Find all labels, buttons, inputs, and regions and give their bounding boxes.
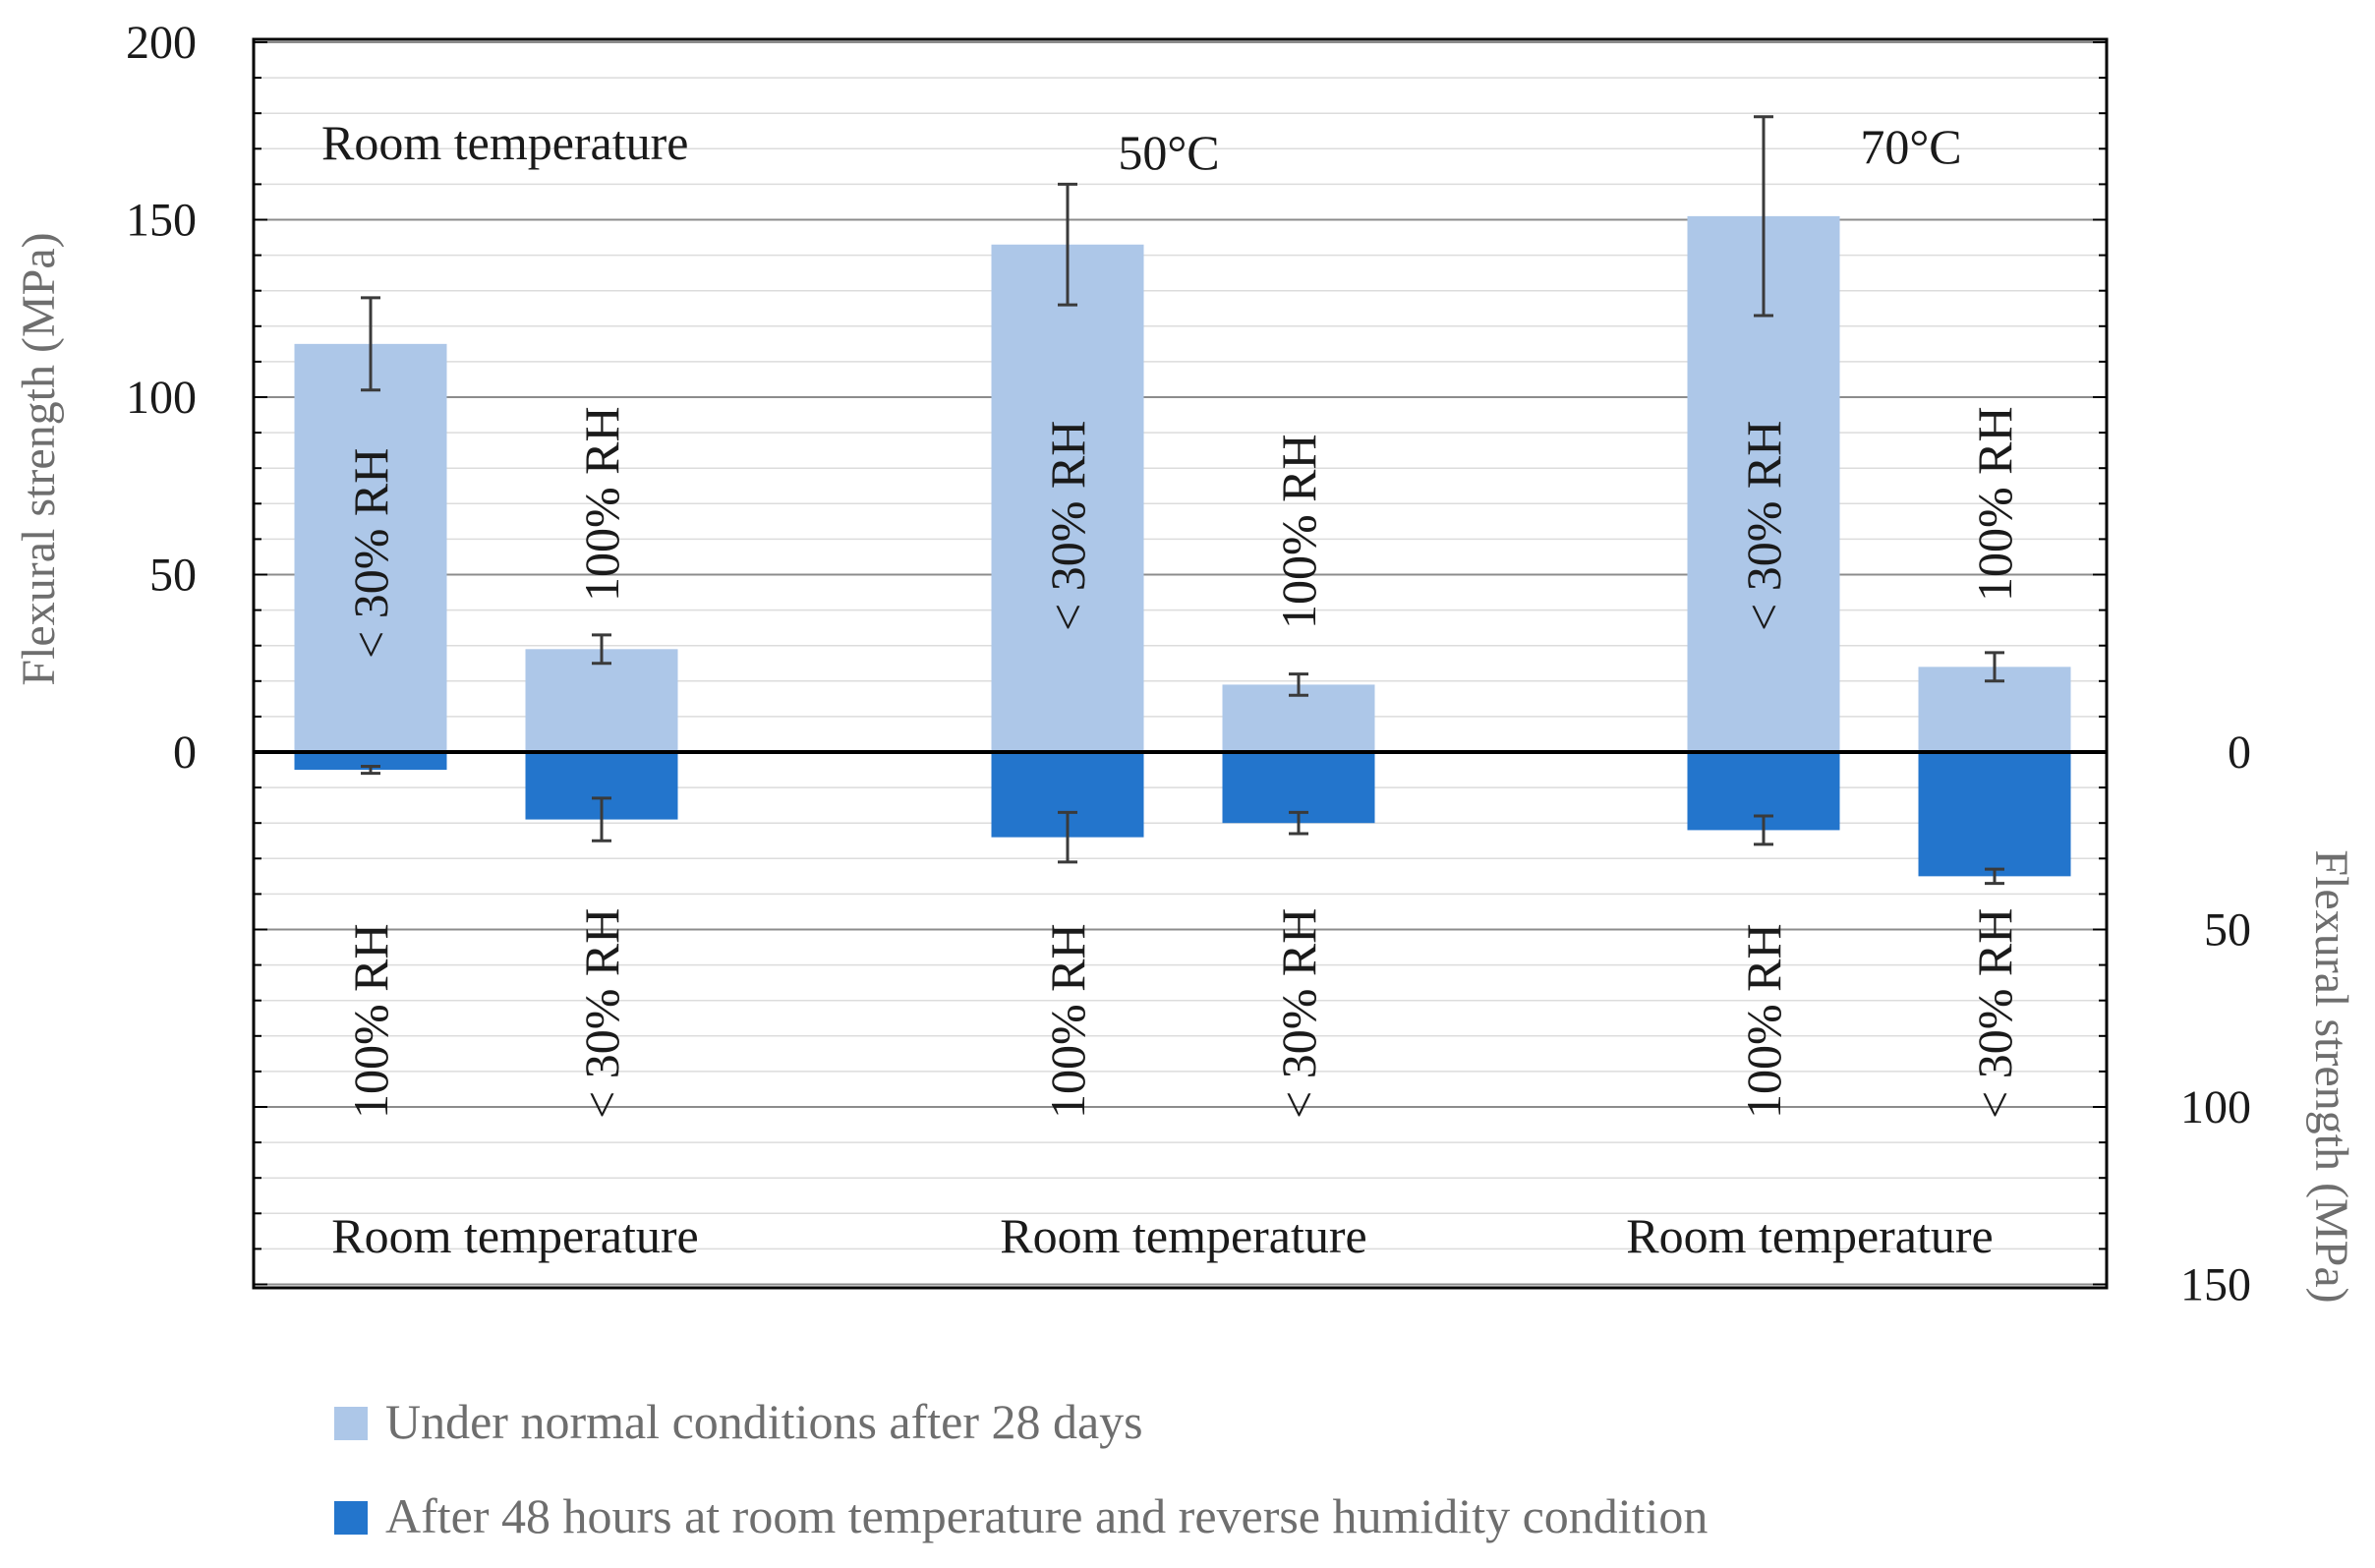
legend-swatch-reverse: [334, 1501, 368, 1535]
bar-labels: < 30% RH 100% RH < 30% RH 100% RH < 30% RH 10…: [343, 406, 2022, 1119]
right-axis-ticks: 0 50 100 150: [2180, 726, 2251, 1311]
right-axis-title: Flexural strength (MPa): [2305, 849, 2357, 1303]
bar-label-top: 100% RH: [1967, 406, 2022, 602]
bar-label-bottom: < 30% RH: [1967, 908, 2022, 1119]
right-tick-label: 100: [2180, 1081, 2251, 1133]
plot-frame: [252, 37, 2109, 1290]
bar-label-top: < 30% RH: [1040, 421, 1095, 631]
left-tick-label: 100: [126, 372, 197, 424]
left-axis-ticks: 0 50 100 150 200: [126, 17, 197, 779]
right-tick-label: 50: [2204, 904, 2251, 957]
bar-label-bottom: < 30% RH: [1271, 908, 1326, 1119]
bar-normal: [294, 343, 447, 752]
legend-label-reverse: After 48 hours at room temperature and r…: [385, 1488, 1708, 1543]
bar-label-bottom: 100% RH: [1040, 923, 1095, 1119]
group-label-bottom: Room temperature: [331, 1208, 699, 1263]
bar-label-bottom: < 30% RH: [574, 908, 629, 1119]
left-tick-label: 150: [126, 195, 197, 247]
group-label-top: 70°C: [1860, 119, 1961, 174]
left-tick-label: 0: [173, 726, 197, 779]
left-tick-label: 200: [126, 17, 197, 69]
bar-label-top: 100% RH: [574, 406, 629, 602]
legend: Under normal conditions after 28 days Af…: [334, 1394, 1708, 1543]
group-labels: Room temperature 50°C 70°C Room temperature…: [321, 115, 1994, 1263]
bar-label-bottom: 100% RH: [1736, 923, 1791, 1119]
bar-reverse: [1918, 752, 2071, 877]
group-label-top: 50°C: [1118, 125, 1219, 180]
bar-label-top: < 30% RH: [1736, 421, 1791, 631]
legend-swatch-normal: [334, 1407, 368, 1440]
bar-normal: [991, 244, 1144, 752]
legend-label-normal: Under normal conditions after 28 days: [385, 1394, 1143, 1449]
bars: [294, 215, 2071, 877]
right-tick-label: 150: [2180, 1259, 2251, 1311]
group-label-top: Room temperature: [321, 115, 689, 170]
group-label-bottom: Room temperature: [1626, 1208, 1994, 1263]
bar-label-top: 100% RH: [1271, 434, 1326, 629]
left-axis-title: Flexural strength (MPa): [13, 232, 65, 685]
bar-reverse: [294, 752, 447, 771]
group-label-bottom: Room temperature: [1000, 1208, 1367, 1263]
bar-label-top: < 30% RH: [343, 448, 398, 659]
error-bars: [361, 115, 2004, 886]
left-tick-label: 50: [149, 550, 197, 602]
bar-label-bottom: 100% RH: [343, 923, 398, 1119]
right-tick-label: 0: [2228, 726, 2251, 779]
bar-normal: [525, 649, 678, 752]
